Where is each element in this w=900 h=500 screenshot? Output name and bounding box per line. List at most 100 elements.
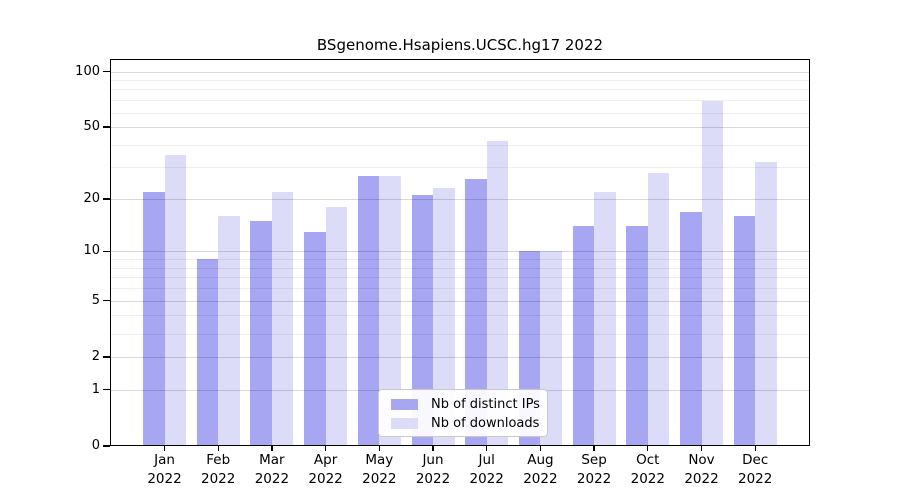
- y-tick-mark: [103, 70, 110, 73]
- bar-ips-sep: [572, 226, 595, 446]
- bar-downloads-oct: [647, 172, 670, 446]
- gridline-major: [110, 251, 810, 253]
- x-tick-label-feb: Feb 2022: [190, 451, 246, 489]
- month-label: Apr: [313, 452, 338, 468]
- month-label: Mar: [259, 452, 285, 468]
- y-tick-mark: [103, 299, 110, 302]
- gridline-minor: [110, 315, 810, 317]
- month-label: Jun: [422, 452, 444, 468]
- bar-ips-jun: [411, 195, 433, 446]
- month-label: Dec: [742, 452, 769, 468]
- x-tick-label-dec: Dec 2022: [727, 451, 783, 489]
- bar-ips-nov: [680, 211, 702, 446]
- year-label: 2022: [308, 471, 343, 487]
- year-label: 2022: [469, 471, 504, 487]
- x-tick-label-jul: Jul 2022: [459, 451, 515, 489]
- gridline-minor: [110, 333, 810, 335]
- plot-frame: [110, 59, 810, 446]
- bar-ips-jul: [465, 178, 487, 446]
- x-tick-label-may: May 2022: [351, 451, 407, 489]
- y-tick-label: 20: [83, 191, 100, 206]
- year-label: 2022: [630, 471, 665, 487]
- month-label: Jan: [154, 452, 175, 468]
- month-label: Aug: [527, 452, 554, 468]
- year-label: 2022: [254, 471, 290, 487]
- month-label: May: [365, 452, 394, 468]
- y-tick-mark: [103, 389, 110, 391]
- bar-ips-dec: [733, 216, 756, 446]
- year-label: 2022: [415, 471, 451, 487]
- year-label: 2022: [362, 471, 397, 487]
- bar-ips-oct: [626, 226, 648, 446]
- y-tick-mark: [103, 356, 110, 358]
- x-tick-mark: [593, 446, 595, 451]
- y-tick-label: 50: [83, 119, 100, 135]
- year-label: 2022: [523, 471, 558, 487]
- gridline-minor: [110, 144, 810, 146]
- bar-downloads-may: [379, 175, 401, 446]
- y-tick-label: 2: [91, 348, 100, 364]
- gridline-major: [110, 199, 810, 200]
- x-tick-label-nov: Nov 2022: [674, 451, 730, 489]
- legend-swatch-distinct-ips: [391, 399, 418, 410]
- x-tick-mark: [754, 446, 756, 451]
- bar-downloads-sep: [594, 191, 616, 446]
- legend: Nb of distinct IPs Nb of downloads: [378, 389, 548, 437]
- bar-ips-feb: [196, 259, 219, 446]
- y-tick-label: 5: [91, 292, 100, 308]
- bar-downloads-apr: [325, 207, 348, 446]
- bar-ips-apr: [304, 231, 326, 446]
- x-tick-label-jan: Jan 2022: [137, 451, 193, 489]
- gridline-minor: [110, 100, 810, 102]
- bar-downloads-jan: [164, 155, 186, 446]
- year-label: 2022: [684, 471, 719, 487]
- chart-title: BSgenome.Hsapiens.UCSC.hg17 2022: [316, 36, 604, 54]
- year-label: 2022: [738, 471, 773, 487]
- bar-ips-may: [357, 175, 380, 446]
- gridline-major: [110, 71, 810, 73]
- x-tick-mark: [700, 446, 703, 451]
- x-tick-mark: [486, 446, 488, 451]
- x-tick-mark: [271, 446, 273, 451]
- gridline-minor: [110, 167, 810, 169]
- gridline-major: [110, 356, 810, 358]
- month-label: Sep: [581, 452, 607, 468]
- x-tick-label-aug: Aug 2022: [512, 451, 568, 489]
- y-tick-label: 100: [75, 63, 100, 79]
- x-tick-mark: [378, 446, 380, 451]
- legend-row-distinct-ips: Nb of distinct IPs: [391, 395, 547, 414]
- x-tick-label-sep: Sep 2022: [566, 451, 622, 489]
- month-label: Oct: [636, 452, 660, 468]
- bar-downloads-jul: [486, 140, 509, 446]
- month-label: Feb: [206, 452, 231, 468]
- x-tick-mark: [163, 446, 166, 451]
- x-tick-label-apr: Apr 2022: [298, 451, 354, 489]
- legend-row-downloads: Nb of downloads: [391, 414, 547, 433]
- year-label: 2022: [576, 471, 612, 487]
- year-label: 2022: [147, 471, 182, 487]
- y-tick-mark: [103, 198, 110, 200]
- month-label: Nov: [688, 452, 715, 468]
- y-tick-mark: [103, 445, 110, 447]
- y-tick-label: 1: [91, 381, 100, 397]
- bar-downloads-jun: [433, 188, 455, 446]
- x-tick-mark: [324, 446, 327, 451]
- y-tick-label: 10: [83, 243, 100, 259]
- x-tick-mark: [647, 446, 649, 451]
- plot-area: [110, 59, 810, 446]
- x-tick-mark: [432, 446, 434, 451]
- bar-ips-mar: [250, 221, 272, 446]
- gridline-minor: [110, 277, 810, 279]
- gridline-minor: [110, 89, 810, 91]
- bar-downloads-nov: [701, 101, 723, 446]
- x-tick-label-jun: Jun 2022: [405, 451, 461, 489]
- year-label: 2022: [201, 471, 236, 487]
- bar-downloads-feb: [218, 216, 240, 446]
- bar-ips-jan: [143, 191, 165, 446]
- legend-swatch-downloads: [391, 418, 418, 429]
- gridline-minor: [110, 267, 810, 269]
- gridline-minor: [110, 288, 810, 290]
- bar-downloads-mar: [271, 191, 294, 446]
- x-tick-label-mar: Mar 2022: [244, 451, 300, 489]
